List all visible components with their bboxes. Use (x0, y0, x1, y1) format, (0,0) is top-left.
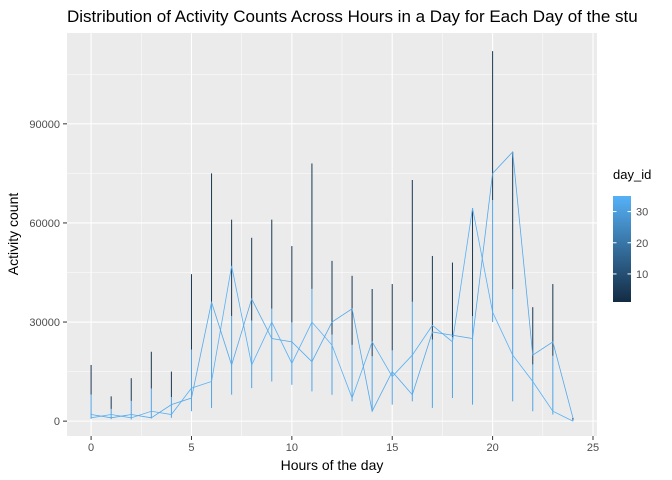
series-line-day-33 (91, 150, 574, 419)
colorbar-break-label: 20 (636, 238, 648, 250)
x-tick-label: 15 (386, 442, 398, 454)
colorbar-ticks: 10 20 30 (613, 207, 648, 281)
colorbar-legend: day_id 10 20 30 (613, 167, 651, 302)
x-axis: 0 5 10 15 20 25 (88, 436, 599, 454)
y-tick-label: 60000 (29, 218, 60, 230)
colorbar-break-label: 30 (636, 207, 648, 219)
x-tick-label: 0 (88, 442, 94, 454)
x-tick-label: 5 (188, 442, 194, 454)
x-tick-label: 10 (286, 442, 298, 454)
y-tick-label: 90000 (29, 119, 60, 131)
y-tick-label: 0 (54, 416, 60, 428)
legend-title: day_id (613, 167, 651, 182)
y-tick-label: 30000 (29, 317, 60, 329)
hour-range-segments (90, 51, 574, 422)
series-line-day-35 (91, 207, 574, 422)
x-tick-label: 20 (486, 442, 498, 454)
colorbar (613, 196, 631, 302)
x-axis-title: Hours of the day (281, 457, 384, 473)
colorbar-break-label: 10 (636, 269, 648, 281)
x-tick-label: 25 (587, 442, 599, 454)
y-axis: 0 30000 60000 90000 (29, 119, 67, 428)
series-lines (91, 150, 574, 422)
y-axis-title: Activity count (5, 193, 21, 276)
chart-title: Distribution of Activity Counts Across H… (67, 7, 638, 26)
